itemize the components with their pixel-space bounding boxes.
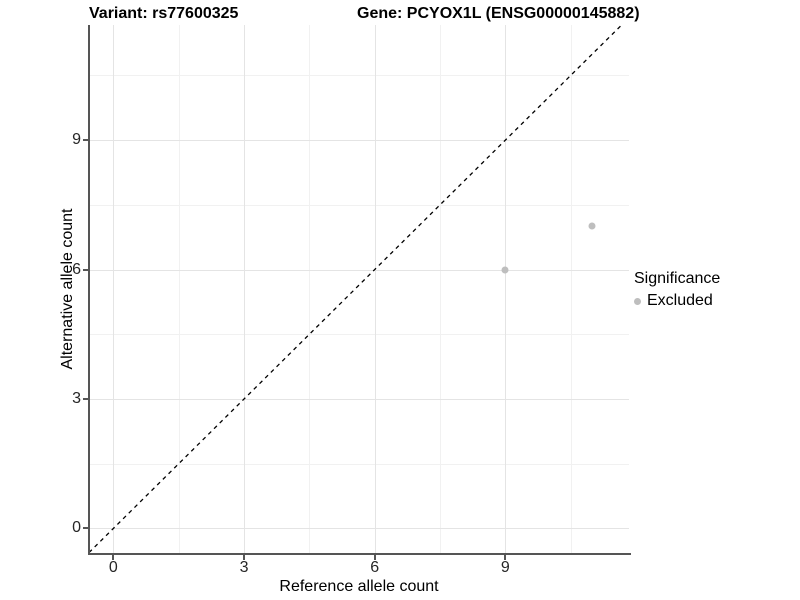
gridline-x-minor (178, 25, 180, 553)
gridline-x-major (505, 25, 507, 553)
legend-items: Excluded (634, 292, 720, 310)
x-tick-label: 0 (108, 559, 118, 576)
y-axis-title: Alternative allele count (59, 208, 76, 370)
gridline-x-major (374, 25, 376, 553)
gridline-y-major (89, 140, 629, 142)
gridline-y-minor (89, 463, 629, 465)
gridline-y-minor (89, 204, 629, 206)
x-axis-line (88, 553, 631, 555)
x-tick-label: 3 (239, 559, 249, 576)
data-point (501, 266, 509, 274)
legend-item-label: Excluded (647, 292, 713, 309)
gridline-y-major (89, 399, 629, 400)
y-tick-label: 3 (72, 390, 81, 407)
legend: Significance Excluded (634, 270, 720, 310)
y-tick (83, 398, 88, 400)
x-axis-title: Reference allele count (279, 578, 439, 595)
data-point (588, 222, 596, 230)
y-tick (83, 527, 88, 530)
plot-panel (88, 24, 629, 554)
gridline-x-major (244, 25, 246, 553)
y-tick-label: 0 (72, 519, 81, 537)
gridline-y-minor (89, 334, 629, 336)
gridline-x-minor (570, 25, 572, 553)
plot-title-gene: Gene: PCYOX1L (ENSG00000145882) (357, 5, 640, 22)
plot-title-variant: Variant: rs77600325 (89, 5, 239, 22)
gridline-y-major (89, 269, 629, 271)
gridline-x-minor (440, 25, 441, 553)
x-tick-label: 6 (370, 559, 380, 576)
x-tick (373, 555, 376, 560)
gridline-y-major (89, 528, 629, 530)
identity-line (88, 24, 623, 554)
gridline-x-minor (309, 25, 311, 553)
y-tick-label: 9 (72, 131, 81, 149)
y-tick-label: 6 (72, 260, 81, 278)
x-tick (504, 555, 507, 560)
y-axis-line (88, 25, 90, 555)
legend-item: Excluded (634, 292, 720, 310)
legend-title: Significance (634, 270, 721, 287)
gridline-y-minor (89, 75, 629, 77)
legend-key-dot (634, 297, 641, 305)
gridline-x-major (113, 25, 115, 553)
y-tick (83, 139, 88, 142)
x-tick-label: 9 (500, 559, 510, 576)
x-tick (243, 555, 246, 560)
y-tick (83, 268, 88, 271)
x-tick (112, 555, 115, 560)
